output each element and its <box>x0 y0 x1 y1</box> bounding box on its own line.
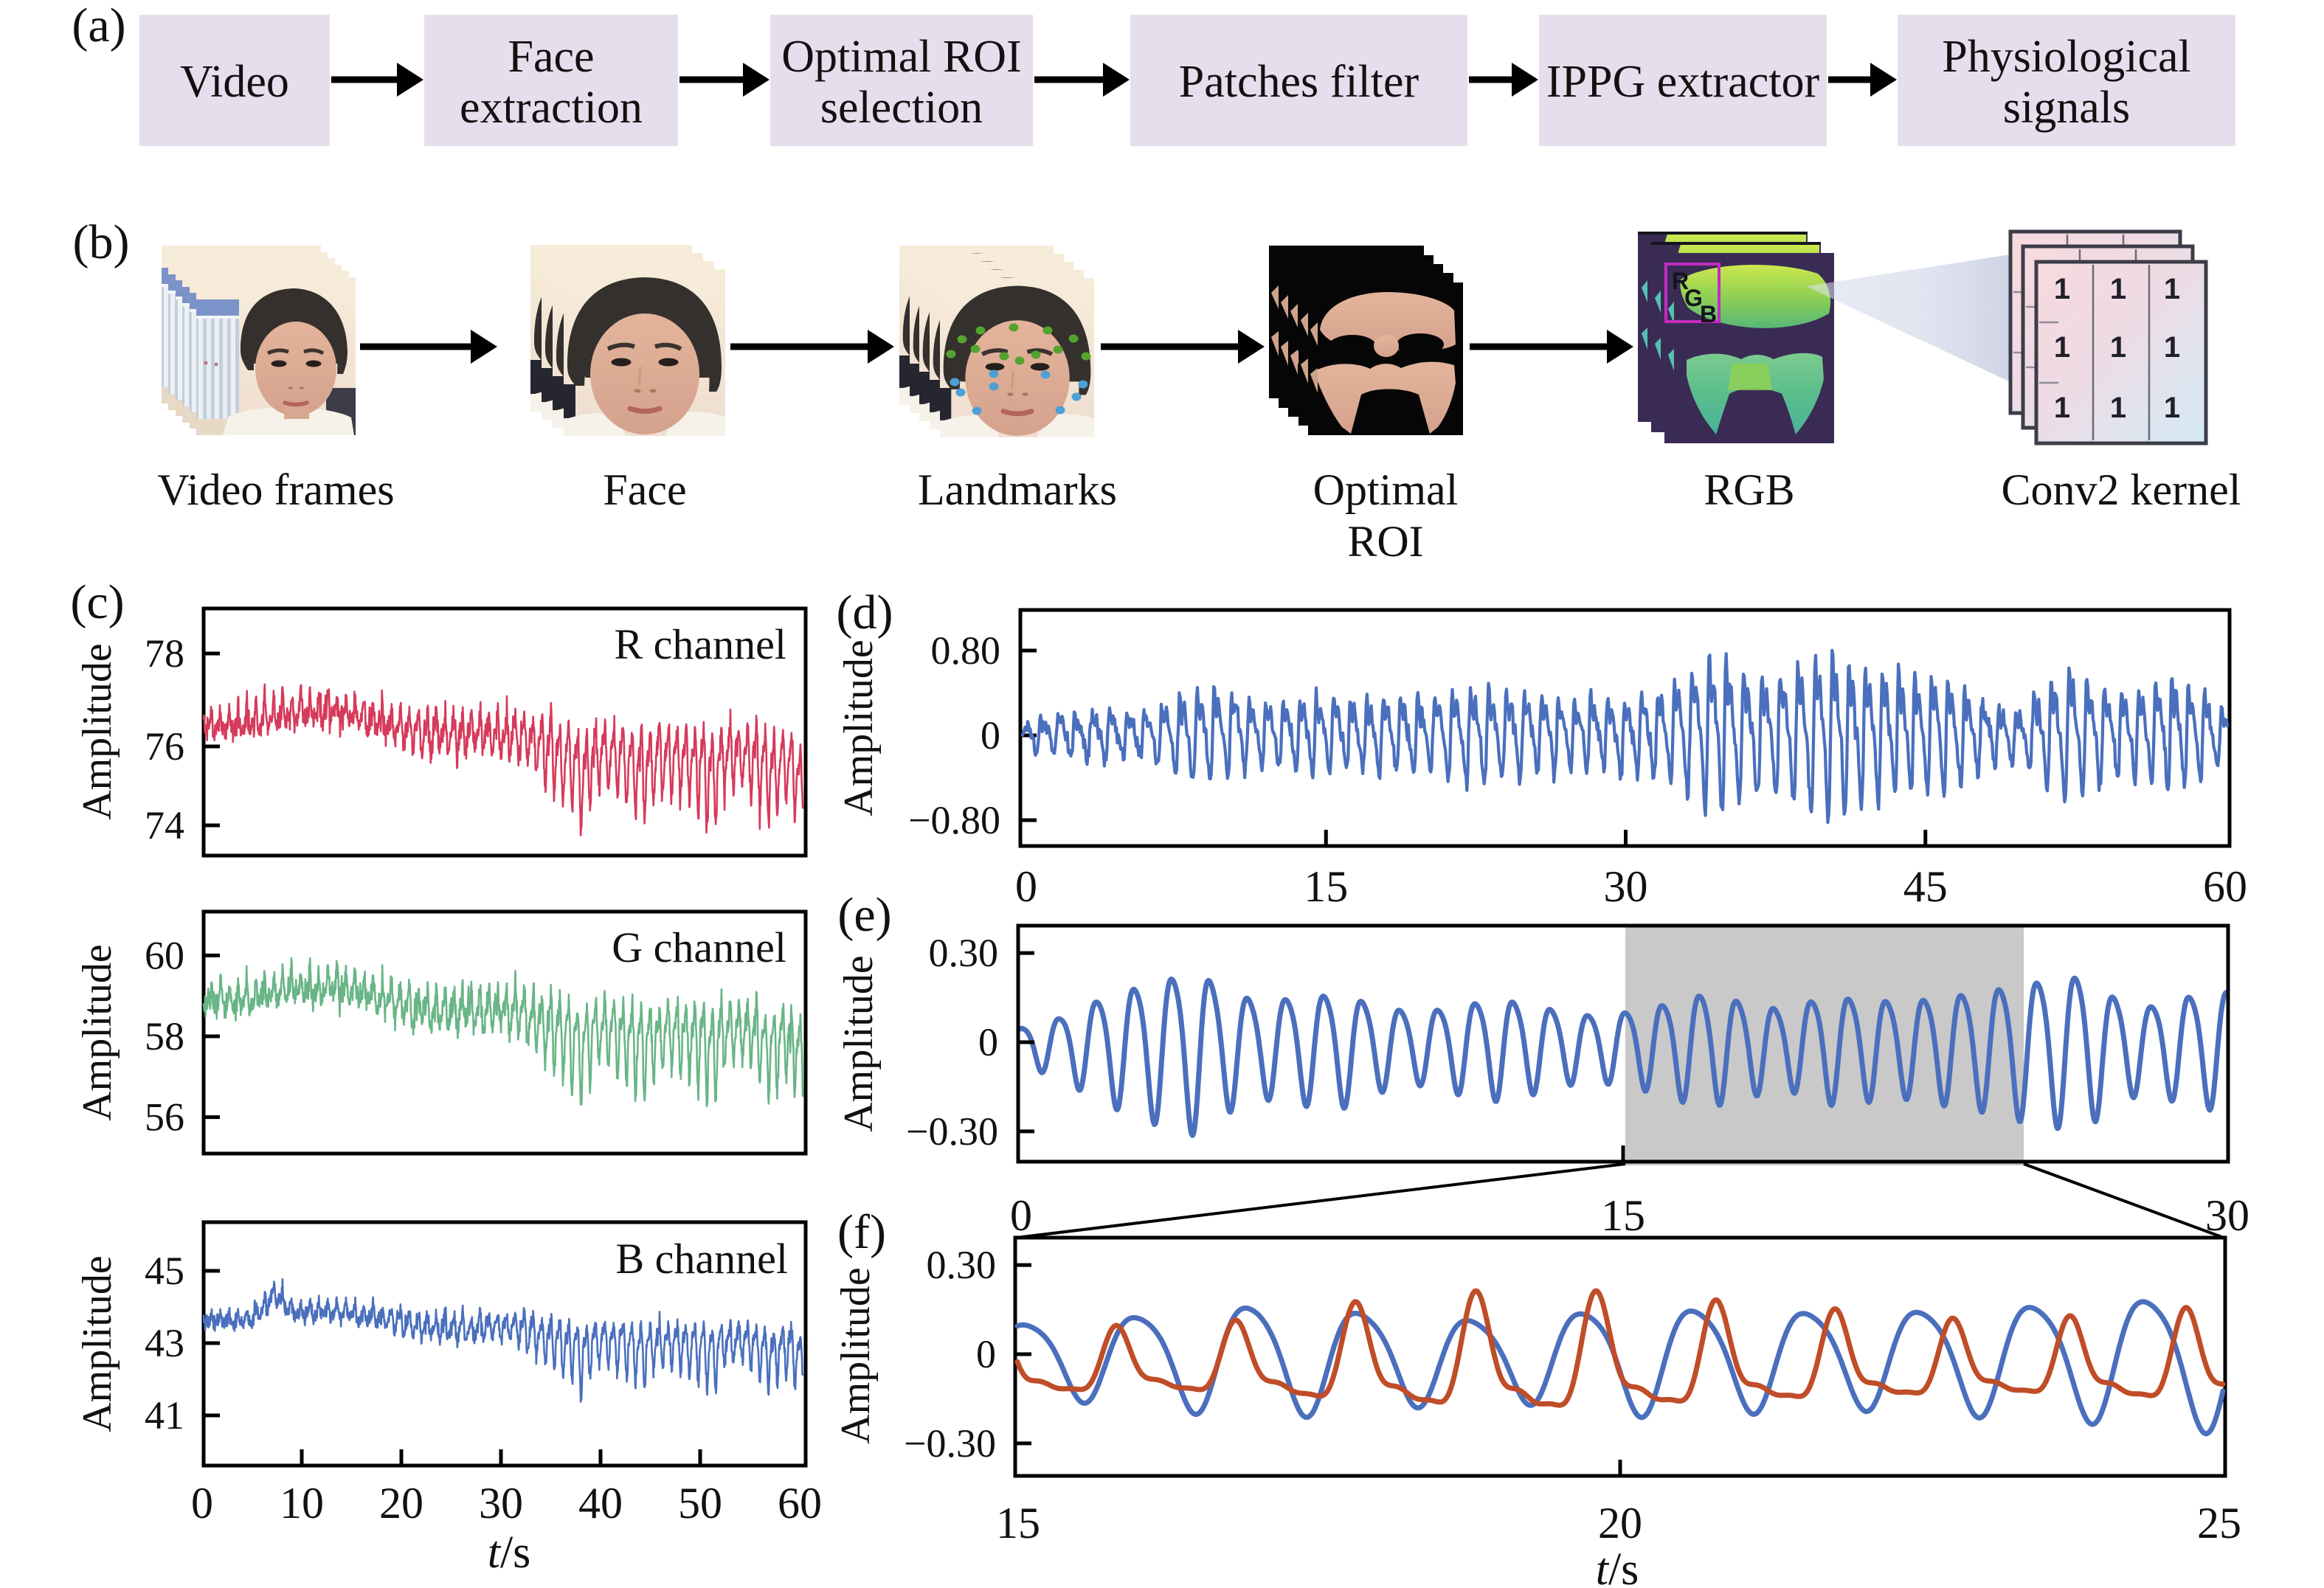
svg-text:G channel: G channel <box>612 923 786 971</box>
svg-text:0: 0 <box>1015 862 1037 911</box>
svg-text:ROI: ROI <box>1347 517 1423 566</box>
svg-text:(d): (d) <box>837 586 893 639</box>
svg-text:t/s: t/s <box>488 1528 531 1578</box>
svg-text:Amplitude: Amplitude <box>75 944 120 1121</box>
svg-text:41: 41 <box>145 1393 184 1438</box>
svg-text:74: 74 <box>145 803 184 847</box>
svg-text:selection: selection <box>820 83 983 133</box>
svg-text:Amplitude: Amplitude <box>75 1255 120 1432</box>
svg-text:0.30: 0.30 <box>929 931 999 975</box>
svg-text:0: 0 <box>1010 1191 1032 1240</box>
svg-text:60: 60 <box>2203 862 2247 911</box>
svg-text:0.80: 0.80 <box>931 628 1001 673</box>
svg-text:−0.30: −0.30 <box>904 1421 996 1466</box>
svg-text:15: 15 <box>996 1499 1040 1547</box>
svg-text:45: 45 <box>1903 862 1948 911</box>
svg-text:1: 1 <box>2164 273 2180 305</box>
svg-text:78: 78 <box>145 631 184 676</box>
svg-text:60: 60 <box>145 933 184 977</box>
svg-text:−0.30: −0.30 <box>906 1109 998 1154</box>
svg-text:G: G <box>1684 285 1703 311</box>
svg-text:20: 20 <box>379 1479 423 1528</box>
svg-text:(a): (a) <box>72 0 125 52</box>
svg-text:1: 1 <box>2164 331 2180 364</box>
svg-text:B channel: B channel <box>615 1235 788 1283</box>
svg-text:0: 0 <box>976 1332 996 1376</box>
svg-text:Face: Face <box>603 465 686 514</box>
svg-text:signals: signals <box>2003 83 2130 133</box>
svg-text:1: 1 <box>2164 392 2180 424</box>
svg-text:extraction: extraction <box>460 83 643 133</box>
svg-text:40: 40 <box>578 1479 623 1528</box>
svg-text:(b): (b) <box>73 215 130 269</box>
svg-text:RGB: RGB <box>1704 465 1794 514</box>
svg-text:76: 76 <box>145 724 184 769</box>
svg-text:Conv2 kernel: Conv2 kernel <box>2002 465 2241 514</box>
svg-text:1: 1 <box>2110 331 2126 364</box>
svg-text:(e): (e) <box>837 888 891 942</box>
svg-text:1: 1 <box>2054 273 2070 305</box>
svg-text:0: 0 <box>191 1479 213 1528</box>
svg-text:30: 30 <box>1604 862 1648 911</box>
svg-text:Amplitude: Amplitude <box>836 639 882 816</box>
svg-text:R channel: R channel <box>614 620 786 668</box>
svg-text:Video frames: Video frames <box>157 465 394 514</box>
svg-text:25: 25 <box>2197 1499 2241 1547</box>
svg-text:Landmarks: Landmarks <box>918 465 1117 514</box>
svg-text:1: 1 <box>2054 331 2070 364</box>
svg-text:R: R <box>1672 268 1689 294</box>
svg-text:(f): (f) <box>837 1205 886 1259</box>
svg-text:0: 0 <box>978 1020 998 1064</box>
svg-text:−0.80: −0.80 <box>908 798 1000 842</box>
svg-text:Optimal: Optimal <box>1313 465 1459 514</box>
svg-text:Optimal ROI: Optimal ROI <box>781 32 1021 82</box>
svg-text:15: 15 <box>1304 862 1348 911</box>
svg-text:IPPG extractor: IPPG extractor <box>1546 57 1820 107</box>
svg-text:Video: Video <box>180 57 289 107</box>
svg-text:Patches filter: Patches filter <box>1179 57 1419 107</box>
svg-text:15: 15 <box>1601 1191 1645 1240</box>
svg-text:Amplitude: Amplitude <box>75 643 120 820</box>
svg-text:10: 10 <box>280 1479 324 1528</box>
svg-text:20: 20 <box>1598 1499 1642 1547</box>
svg-text:60: 60 <box>778 1479 822 1528</box>
svg-text:t/s: t/s <box>1596 1544 1639 1588</box>
svg-text:58: 58 <box>145 1014 184 1058</box>
svg-text:B: B <box>1700 301 1717 327</box>
svg-text:0.30: 0.30 <box>927 1243 997 1287</box>
svg-text:45: 45 <box>145 1249 184 1293</box>
svg-text:(c): (c) <box>70 575 124 629</box>
svg-text:30: 30 <box>2205 1191 2249 1240</box>
svg-text:1: 1 <box>2054 392 2070 424</box>
svg-text:1: 1 <box>2110 273 2126 305</box>
svg-text:50: 50 <box>678 1479 722 1528</box>
svg-text:Face: Face <box>508 32 594 82</box>
svg-text:1: 1 <box>2110 392 2126 424</box>
svg-text:Physiological: Physiological <box>1942 32 2191 82</box>
svg-text:56: 56 <box>145 1095 184 1140</box>
svg-text:43: 43 <box>145 1321 184 1365</box>
svg-text:Amplitude: Amplitude <box>836 955 882 1132</box>
svg-text:30: 30 <box>479 1479 523 1528</box>
svg-text:Amplitude: Amplitude <box>833 1267 879 1444</box>
svg-text:0: 0 <box>981 713 1000 757</box>
